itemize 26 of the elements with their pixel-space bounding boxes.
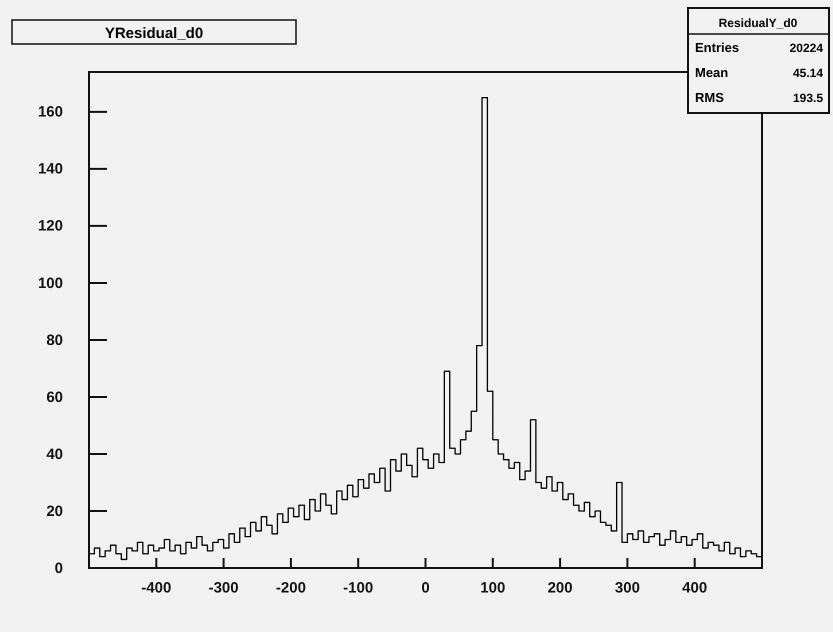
text: ResidualY_d0: [718, 16, 798, 30]
x-tick-label: 300: [614, 580, 640, 597]
x-tick-label: 100: [480, 580, 506, 597]
x-tick-label: 200: [548, 580, 573, 597]
x-tick-label: -100: [343, 580, 374, 597]
annotation: RMS: [695, 90, 724, 105]
chart-title: YResidual_d0: [104, 25, 204, 42]
y-tick-label: 160: [38, 104, 63, 121]
y-tick-label: 60: [46, 388, 63, 406]
y-tick-label: 100: [38, 274, 63, 292]
x-tick-label: -200: [276, 580, 306, 597]
x-tick-label: 0: [421, 580, 430, 597]
y-tick-label: 0: [54, 560, 63, 577]
text: 193.5: [792, 91, 824, 105]
y-tick-label: 40: [46, 446, 63, 463]
annotation: Mean: [695, 65, 728, 80]
y-tick-label: 120: [38, 218, 63, 235]
text: 20224: [790, 41, 824, 55]
y-tick-label: 140: [38, 160, 63, 178]
x-tick-label: -400: [141, 580, 172, 597]
text: 45.14: [792, 66, 824, 80]
x-tick-label: 400: [682, 580, 708, 597]
y-tick-label: 20: [46, 502, 63, 520]
x-tick-label: -300: [208, 580, 239, 597]
text: Entries: [695, 40, 740, 55]
y-tick-label: 80: [46, 332, 63, 349]
